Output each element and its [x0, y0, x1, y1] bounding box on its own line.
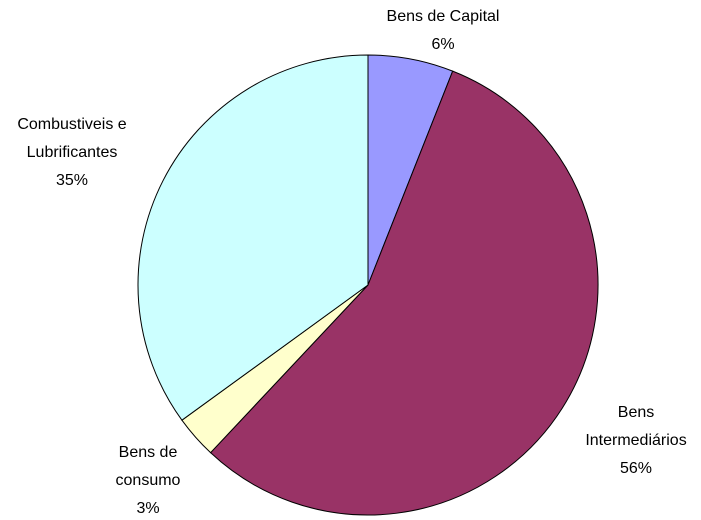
slice-label: Bens de Capital 6% [363, 3, 523, 59]
percent-label: 6% [431, 36, 455, 53]
category-label: Bens de Capital [386, 8, 500, 25]
pie-slice [137, 54, 369, 421]
slice-label: Bens de consumo 3% [106, 439, 190, 520]
category-label: Bens de consumo [115, 444, 181, 489]
slice-label: Combustiveis e Lubrificantes 35% [5, 111, 139, 195]
pie-slice [209, 70, 599, 516]
percent-label: 35% [55, 172, 89, 189]
slice-label: Bens Intermediários 56% [573, 399, 699, 483]
category-label: Combustiveis e Lubrificantes [17, 116, 127, 161]
category-label: Bens Intermediários [585, 404, 687, 449]
percent-label: 56% [619, 460, 653, 477]
percent-label: 3% [136, 500, 160, 517]
